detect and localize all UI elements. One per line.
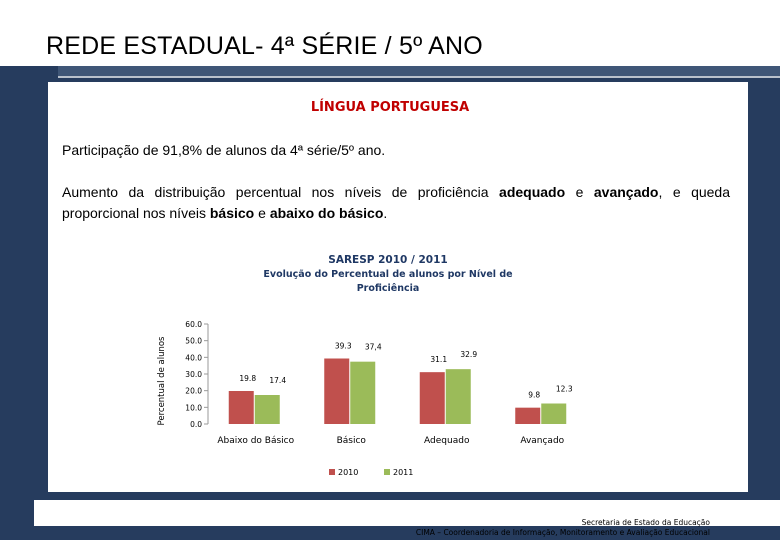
- bar-value-label: 12.3: [556, 385, 573, 394]
- y-tick-label: 10.0: [185, 403, 202, 412]
- bar-2010: [324, 358, 350, 424]
- bar-2010: [419, 372, 445, 424]
- bar-value-label: 31.1: [430, 355, 447, 364]
- bar-2010: [515, 407, 541, 424]
- finding-part: Aumento da distribuição percentual nos n…: [62, 184, 500, 200]
- x-category-label: Abaixo do Básico: [217, 436, 294, 446]
- chart-title-line: Proficiência: [357, 283, 420, 294]
- y-tick-label: 40.0: [185, 353, 202, 362]
- finding-part: e: [565, 184, 594, 200]
- legend-label: 2011: [393, 468, 413, 477]
- finding-part: e: [254, 205, 270, 221]
- legend-label: 2010: [338, 468, 358, 477]
- bar-value-label: 17.4: [269, 376, 286, 385]
- finding-part-bold: básico: [209, 205, 255, 221]
- bar-value-label: 39.3: [335, 342, 352, 351]
- legend-swatch-2011: [384, 469, 390, 475]
- finding-part-bold: abaixo do básico: [269, 205, 384, 221]
- x-category-label: Adequado: [424, 436, 470, 446]
- bar-2011: [541, 403, 567, 424]
- finding-part: , e queda proporcional nos níveis: [62, 184, 730, 221]
- bar-value-label: 32.9: [460, 350, 477, 359]
- accent-line: [58, 76, 780, 78]
- y-tick-label: 60.0: [185, 320, 202, 329]
- accent-bar: [58, 66, 780, 76]
- subject-heading: LÍNGUA PORTUGUESA: [310, 100, 470, 115]
- y-tick-label: 0.0: [190, 420, 202, 429]
- chart-title-line: Evolução do Percentual de alunos por Nív…: [263, 269, 512, 280]
- finding-part-bold: avançado: [593, 184, 659, 200]
- finding-part: .: [383, 205, 388, 221]
- finding-part-bold: adequado: [499, 184, 566, 200]
- legend-swatch-2010: [329, 469, 335, 475]
- footer-line: Secretaria de Estado da Educação: [581, 518, 710, 527]
- bar-2011: [350, 361, 376, 424]
- bar-2011: [445, 369, 471, 424]
- bar-value-label: 19.8: [239, 374, 256, 383]
- participation-text: Participação de 91,8% de alunos da 4ª sé…: [62, 142, 386, 158]
- x-category-label: Avançado: [520, 436, 564, 446]
- y-tick-label: 50.0: [185, 337, 202, 346]
- footer-line: CIMA – Coordenadoria de Informação, Moni…: [415, 528, 710, 537]
- bar-2010: [228, 391, 254, 424]
- bar-2011: [254, 395, 280, 424]
- footer-band: [34, 500, 780, 526]
- bar-value-label: 9.8: [528, 391, 540, 400]
- y-tick-label: 30.0: [185, 370, 202, 379]
- content-panel: [48, 82, 748, 492]
- bar-value-label: 37,4: [365, 343, 382, 352]
- chart-title-line: SARESP 2010 / 2011: [328, 254, 447, 266]
- finding-text: Aumento da distribuição percentual nos n…: [62, 182, 730, 224]
- footer-text: Secretaria de Estado da Educação CIMA – …: [416, 518, 710, 538]
- y-axis-label: Percentual de alunos: [157, 336, 167, 426]
- x-category-label: Básico: [337, 436, 367, 446]
- y-tick-label: 20.0: [185, 387, 202, 396]
- slide-title: REDE ESTADUAL- 4ª SÉRIE / 5º ANO: [46, 32, 483, 60]
